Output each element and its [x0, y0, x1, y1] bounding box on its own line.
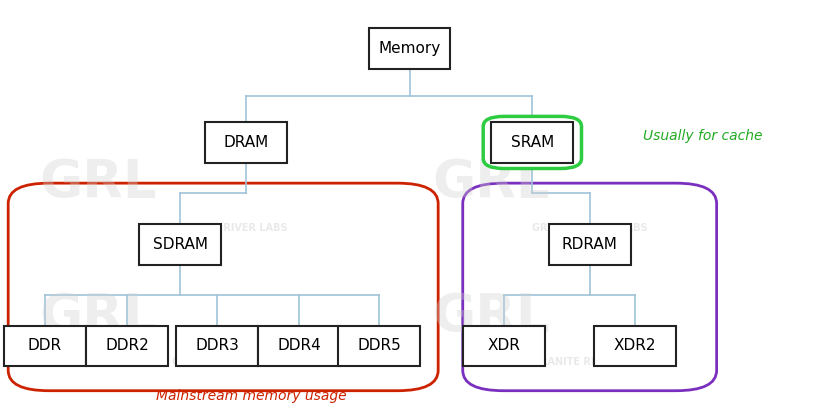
- Text: SDRAM: SDRAM: [152, 237, 208, 252]
- FancyBboxPatch shape: [549, 224, 631, 265]
- Text: DDR2: DDR2: [105, 339, 149, 353]
- Text: GRANITE RIVER LABS: GRANITE RIVER LABS: [532, 357, 648, 367]
- Text: DRAM: DRAM: [223, 135, 269, 150]
- FancyBboxPatch shape: [369, 28, 450, 69]
- FancyBboxPatch shape: [491, 122, 573, 163]
- Text: GRANITE RIVER LABS: GRANITE RIVER LABS: [171, 357, 287, 367]
- FancyBboxPatch shape: [205, 122, 287, 163]
- Text: XDR2: XDR2: [613, 339, 656, 353]
- FancyBboxPatch shape: [338, 326, 420, 366]
- FancyBboxPatch shape: [483, 116, 581, 168]
- Text: Memory: Memory: [378, 42, 441, 56]
- Text: Mainstream memory usage: Mainstream memory usage: [156, 389, 346, 403]
- Text: DDR: DDR: [28, 339, 62, 353]
- Text: GRANITE RIVER LABS: GRANITE RIVER LABS: [171, 223, 287, 233]
- Text: SRAM: SRAM: [511, 135, 554, 150]
- Text: XDR: XDR: [487, 339, 520, 353]
- Text: RDRAM: RDRAM: [562, 237, 618, 252]
- Text: GRL: GRL: [39, 291, 157, 344]
- FancyBboxPatch shape: [4, 326, 86, 366]
- Text: Usually for cache: Usually for cache: [643, 129, 762, 143]
- Text: GRANITE RIVER LABS: GRANITE RIVER LABS: [532, 223, 648, 233]
- Text: DDR4: DDR4: [277, 339, 321, 353]
- FancyBboxPatch shape: [139, 224, 221, 265]
- Text: GRL: GRL: [39, 157, 157, 209]
- Text: GRL: GRL: [432, 157, 550, 209]
- Text: DDR5: DDR5: [357, 339, 401, 353]
- Text: DDR3: DDR3: [195, 339, 239, 353]
- FancyBboxPatch shape: [86, 326, 168, 366]
- FancyBboxPatch shape: [176, 326, 258, 366]
- FancyBboxPatch shape: [594, 326, 676, 366]
- FancyBboxPatch shape: [463, 326, 545, 366]
- Text: GRL: GRL: [432, 291, 550, 344]
- FancyBboxPatch shape: [258, 326, 340, 366]
